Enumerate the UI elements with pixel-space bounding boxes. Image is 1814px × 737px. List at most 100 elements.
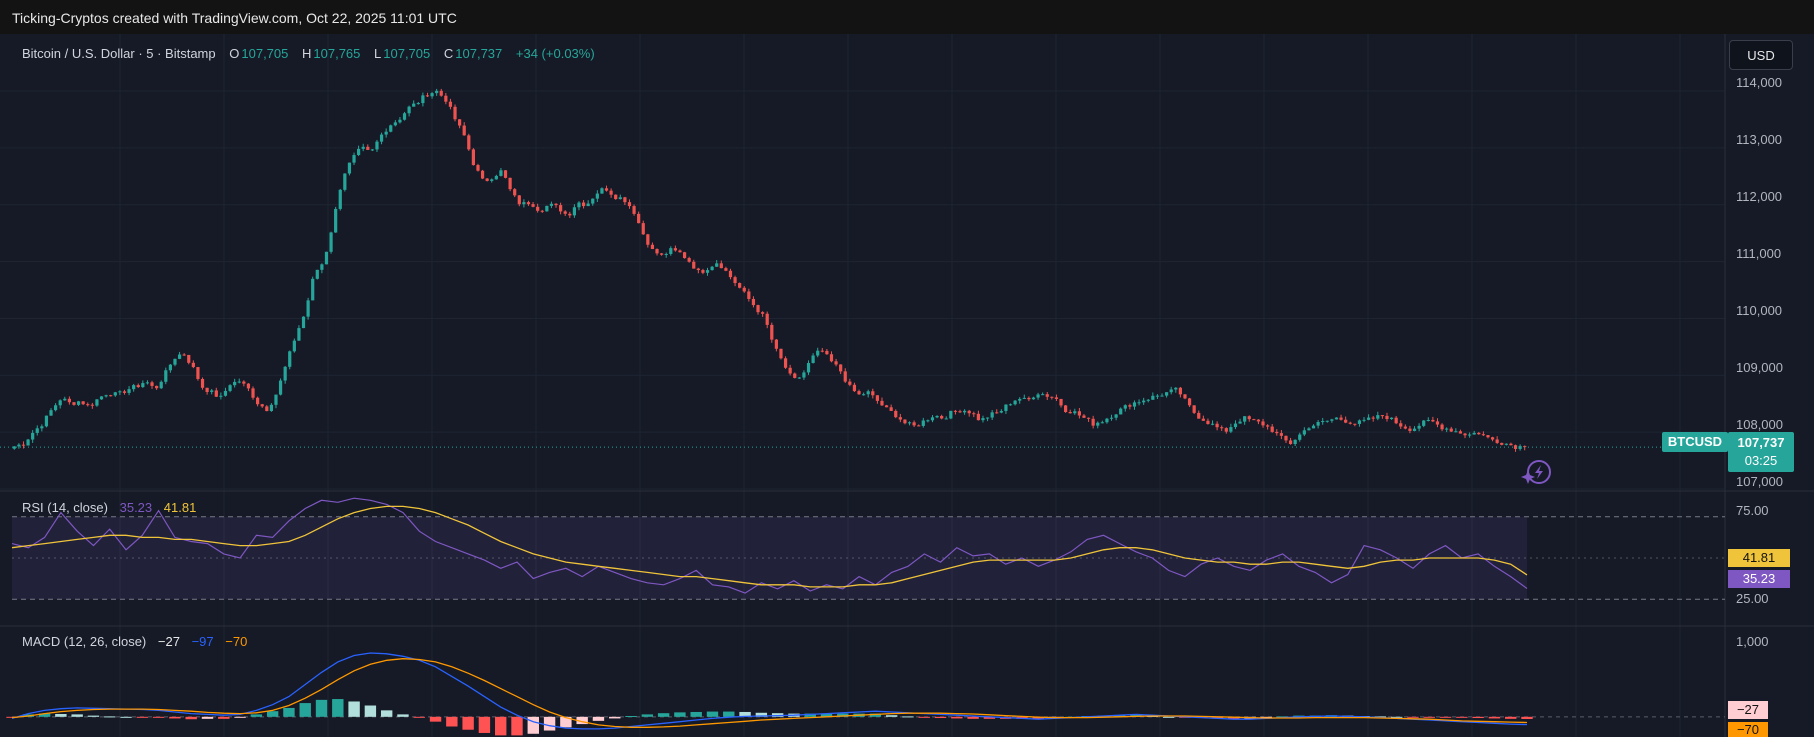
macd-hist-bar [446, 716, 458, 727]
candle-body [1123, 405, 1127, 409]
candle-body [462, 125, 466, 136]
candle-body [829, 354, 834, 362]
chart-svg[interactable] [0, 34, 1814, 737]
macd-hist-bar [250, 714, 263, 717]
macd-hist-bar [495, 716, 507, 736]
macd-hist-bar [641, 714, 654, 717]
macd-hist-bar [1407, 716, 1419, 718]
candle-body [297, 328, 301, 341]
candle-body [531, 204, 535, 207]
macd-hist-bar [837, 713, 849, 717]
candle-body [802, 372, 806, 378]
candle-body [1394, 417, 1398, 424]
candle-body [444, 95, 448, 102]
macd-hist-bar [397, 714, 409, 717]
candle-body [1458, 431, 1463, 434]
candle-body [839, 364, 843, 372]
ytick-112000: 112,000 [1736, 189, 1783, 204]
candle-body [894, 410, 898, 418]
candle-body [448, 101, 453, 107]
candle-body [1302, 430, 1306, 435]
macd-hist-bar [218, 716, 230, 719]
candle-body [728, 270, 733, 278]
candle-body [324, 251, 329, 265]
candle-body [499, 170, 503, 176]
candle-body [306, 300, 310, 317]
macd-hist-bar [1472, 716, 1484, 719]
ytick-110000: 110,000 [1736, 303, 1783, 318]
macd-hist-bar [739, 711, 751, 717]
caption-bar: Ticking-Cryptos created with TradingView… [0, 0, 1814, 34]
price-tag-price: 107,737 [1737, 435, 1785, 450]
candle-body [26, 439, 30, 446]
candle-body [816, 350, 820, 356]
candle-body [990, 412, 994, 418]
candle-body [1233, 423, 1238, 428]
candle-body [770, 324, 774, 340]
candle-body [935, 415, 939, 418]
candle-body [1256, 419, 1261, 422]
candle-body [1169, 389, 1173, 393]
candle-body [219, 395, 223, 397]
macd-hist-bar [185, 716, 197, 720]
macd-hist-bar [1114, 715, 1126, 717]
rsi-ma-tag: 41.81 [1728, 549, 1790, 567]
candle-body [67, 398, 71, 403]
candle-body [1128, 405, 1132, 407]
lightning-icon[interactable] [1520, 457, 1554, 487]
candle-body [44, 415, 49, 427]
candle-body [907, 422, 912, 424]
candle-body [843, 371, 847, 382]
candle-body [1426, 419, 1430, 421]
candle-body [366, 146, 370, 150]
candle-body [926, 420, 930, 422]
candle-body [545, 205, 549, 212]
macd-hist-bar [55, 713, 67, 717]
macd-hist-bar [462, 716, 474, 730]
macd-hist-bar [723, 711, 735, 717]
high-label: H [302, 46, 312, 61]
candle-body [655, 249, 659, 254]
candle-body [1509, 443, 1513, 446]
candle-body [1008, 404, 1013, 406]
chart-area[interactable]: Bitcoin / U.S. Dollar · 5 · Bitstamp O 10… [0, 34, 1814, 737]
candle-body [1105, 418, 1109, 423]
open-value: 107,705 [241, 46, 289, 61]
candle-body [517, 195, 521, 205]
candle-body [1178, 387, 1182, 395]
candle-body [660, 253, 664, 255]
candle-body [554, 203, 558, 206]
candle-body [742, 287, 746, 292]
macd-hist-bar [38, 713, 51, 717]
macd-hist-bar [934, 716, 947, 719]
candle-body [1449, 428, 1453, 432]
candle-body [880, 400, 884, 406]
candle-body [995, 412, 999, 414]
candle-body [1174, 387, 1178, 390]
candle-body [485, 178, 489, 181]
macd-hist-bar [104, 716, 116, 718]
macd-hist-bar [706, 711, 719, 717]
candle-body [1376, 415, 1380, 419]
candle-body [375, 141, 379, 150]
candle-body [402, 113, 407, 120]
candle-body [650, 244, 655, 250]
price-tag-countdown: 03:25 [1744, 453, 1778, 468]
candle-body [719, 263, 723, 269]
macd-hist-bar [332, 699, 344, 717]
candle-body [1422, 420, 1426, 426]
candle-body [398, 119, 402, 123]
candle-body [439, 90, 443, 96]
candle-body [389, 125, 393, 132]
candle-body [338, 189, 342, 209]
candle-body [63, 398, 67, 401]
currency-button[interactable]: USD [1729, 40, 1793, 70]
candle-body [623, 197, 627, 203]
candle-body [196, 367, 200, 379]
candle-body [958, 411, 962, 413]
candle-body [269, 404, 273, 412]
macd-hist-bar [364, 705, 377, 717]
macd-hist-bar [87, 715, 100, 717]
candle-body [200, 378, 205, 388]
candle-body [1151, 395, 1155, 400]
